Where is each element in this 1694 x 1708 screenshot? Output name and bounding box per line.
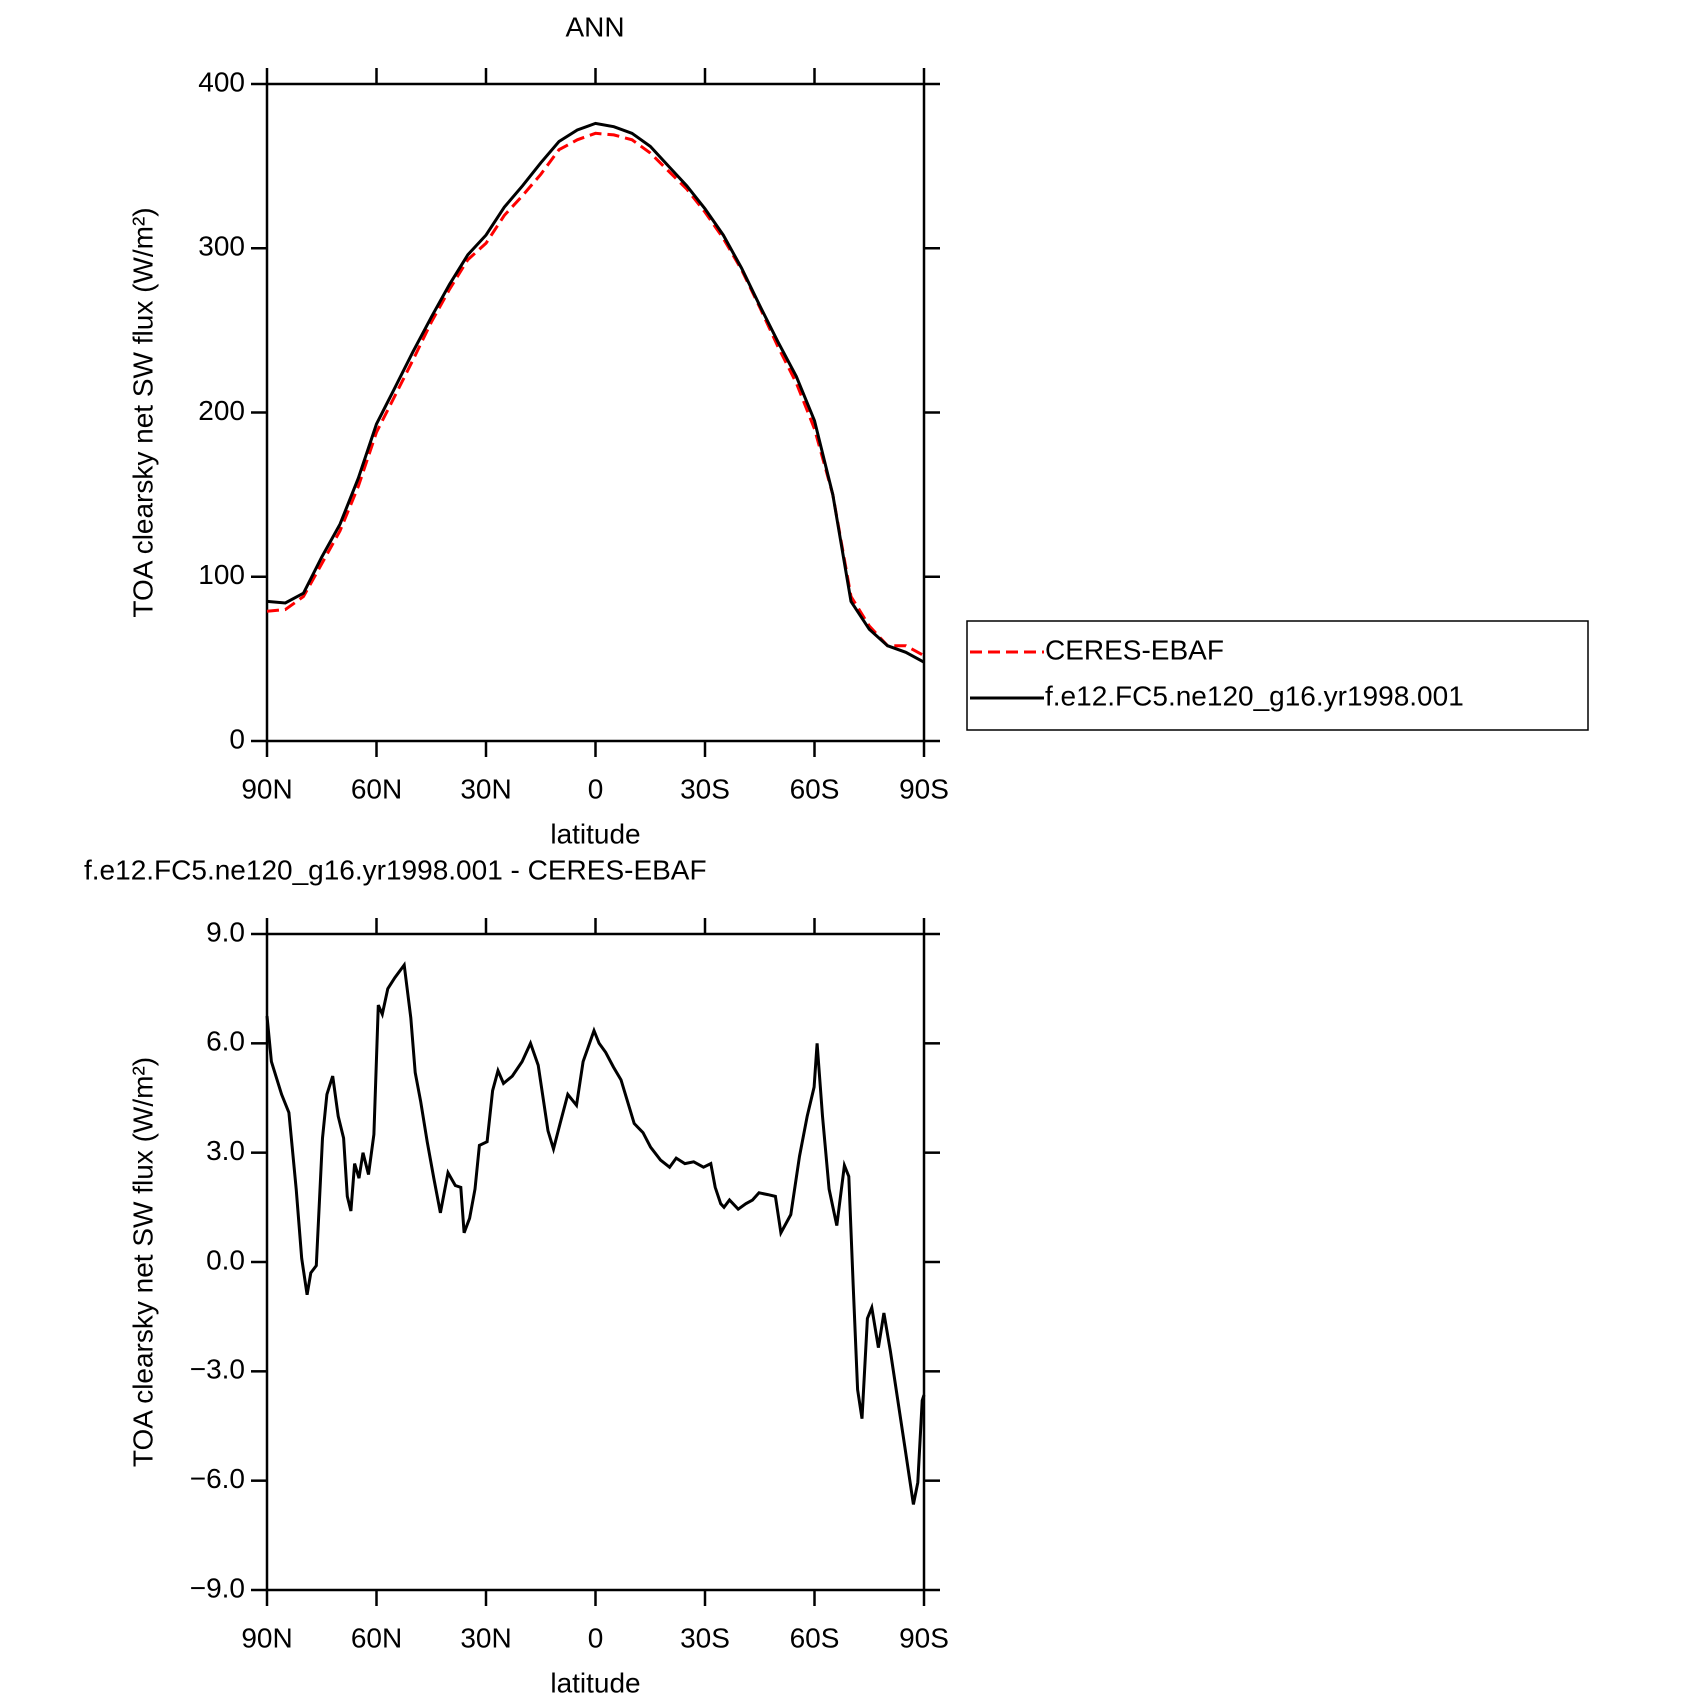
y-tick-label: 0.0 xyxy=(206,1244,245,1275)
y-axis-label: TOA clearsky net SW flux (W/m²) xyxy=(127,1057,158,1467)
x-tick-label: 0 xyxy=(588,1622,604,1653)
x-axis-label: latitude xyxy=(550,818,640,849)
x-tick-label: 60S xyxy=(790,773,840,804)
legend-box xyxy=(966,620,1589,731)
x-tick-label: 90N xyxy=(241,773,292,804)
y-axis-label: TOA clearsky net SW flux (W/m²) xyxy=(127,207,158,617)
x-tick-label: 60N xyxy=(351,773,402,804)
x-axis-label: latitude xyxy=(550,1667,640,1698)
x-tick-label: 90S xyxy=(899,1622,949,1653)
legend-label: f.e12.FC5.ne120_g16.yr1998.001 xyxy=(1045,680,1464,711)
data-line xyxy=(266,121,925,664)
y-tick-label: 9.0 xyxy=(206,916,245,947)
y-tick-label: 6.0 xyxy=(206,1026,245,1057)
legend-label: CERES-EBAF xyxy=(1045,634,1224,665)
x-tick-label: 0 xyxy=(588,773,604,804)
x-tick-label: 30N xyxy=(460,1622,511,1653)
y-tick-label: −3.0 xyxy=(190,1354,245,1385)
x-tick-label: 60N xyxy=(351,1622,402,1653)
chart-title: f.e12.FC5.ne120_g16.yr1998.001 - CERES-E… xyxy=(84,854,707,885)
y-tick-label: 100 xyxy=(198,559,245,590)
y-tick-label: 300 xyxy=(198,231,245,262)
x-tick-label: 30N xyxy=(460,773,511,804)
y-tick-label: −9.0 xyxy=(190,1572,245,1603)
y-tick-label: 3.0 xyxy=(206,1135,245,1166)
plot-frame xyxy=(265,82,926,743)
x-tick-label: 30S xyxy=(680,1622,730,1653)
x-tick-label: 60S xyxy=(790,1622,840,1653)
data-line xyxy=(265,961,926,1505)
x-tick-label: 90S xyxy=(899,773,949,804)
x-tick-label: 90N xyxy=(241,1622,292,1653)
y-tick-label: −6.0 xyxy=(190,1463,245,1494)
y-tick-label: 0 xyxy=(229,723,245,754)
x-tick-label: 30S xyxy=(680,773,730,804)
data-line xyxy=(266,131,925,657)
y-tick-label: 400 xyxy=(198,66,245,97)
y-tick-label: 200 xyxy=(198,395,245,426)
chart-title: ANN xyxy=(565,11,624,42)
